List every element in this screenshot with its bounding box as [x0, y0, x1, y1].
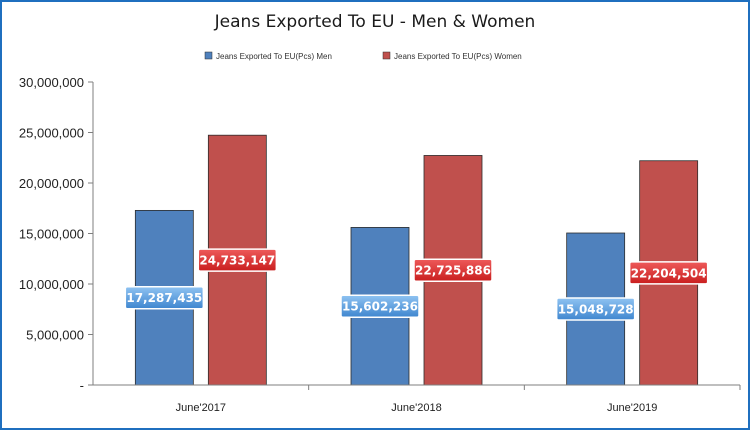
x-axis: June'2017 June'2018 June'2019	[93, 384, 741, 414]
y-tick-label: 15,000,000	[19, 227, 84, 242]
y-tick-label: 5,000,000	[26, 328, 84, 343]
legend-label: Jeans Exported To EU(Pcs) Men	[216, 52, 332, 61]
data-label-text: 24,733,147	[199, 254, 275, 268]
data-label: 22,204,504	[628, 261, 709, 285]
y-tick-label: 30,000,000	[19, 75, 84, 90]
x-category-label: June'2017	[176, 402, 226, 414]
data-label-text: 15,602,236	[342, 300, 418, 314]
data-label-text: 22,725,886	[415, 264, 491, 278]
legend-label: Jeans Exported To EU(Pcs) Women	[394, 52, 522, 61]
chart-title: Jeans Exported To EU - Men & Women	[214, 12, 536, 32]
data-label: 17,287,435	[124, 285, 205, 310]
data-label-box	[197, 248, 278, 272]
data-label: 15,048,728	[555, 297, 636, 321]
legend: Jeans Exported To EU(Pcs) Men Jeans Expor…	[204, 51, 522, 61]
data-label-box	[340, 294, 420, 318]
legend-swatch	[382, 51, 391, 60]
x-category-label: June'2019	[607, 402, 657, 414]
legend-swatch	[204, 51, 213, 60]
y-tick-label: 10,000,000	[19, 277, 84, 292]
x-category-label: June'2018	[391, 402, 441, 414]
data-label: 15,602,236	[340, 294, 420, 318]
y-tick-label: 25,000,000	[19, 126, 84, 141]
data-label-text: 17,287,435	[126, 291, 202, 305]
y-tick-label: -	[80, 378, 84, 393]
data-label: 22,725,886	[413, 258, 493, 282]
data-label-box	[628, 261, 709, 285]
data-label-text: 22,204,504	[631, 266, 707, 280]
data-label-box	[555, 297, 636, 321]
data-labels: 17,287,435 24,733,147 15,602,236 22,725,886…	[124, 248, 709, 321]
y-tick-label: 20,000,000	[19, 176, 84, 191]
data-label-box	[413, 258, 493, 282]
y-axis: - 5,000,000 10,000,000 15,000,000 20,000,000…	[19, 75, 94, 393]
data-label: 24,733,147	[197, 248, 278, 272]
data-label-box	[124, 285, 205, 310]
data-label-text: 15,048,728	[558, 303, 634, 317]
